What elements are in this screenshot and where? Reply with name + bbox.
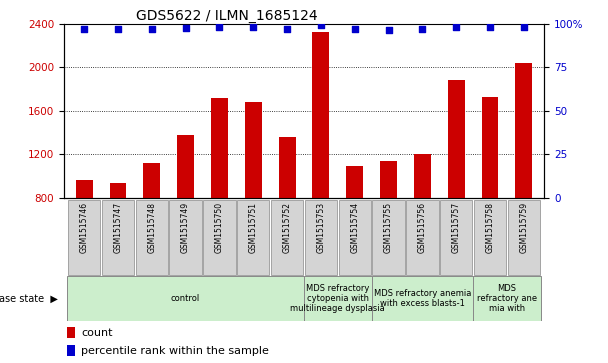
Bar xyxy=(143,163,161,198)
Point xyxy=(282,26,292,32)
Text: GSM1515746: GSM1515746 xyxy=(80,202,89,253)
Point xyxy=(249,24,258,30)
FancyBboxPatch shape xyxy=(440,200,472,275)
FancyBboxPatch shape xyxy=(170,200,202,275)
Bar xyxy=(75,180,92,198)
Text: MDS refractory
cytopenia with
multilineage dysplasia: MDS refractory cytopenia with multilinea… xyxy=(291,284,385,314)
FancyBboxPatch shape xyxy=(305,200,337,275)
Point xyxy=(519,24,529,30)
FancyBboxPatch shape xyxy=(68,200,100,275)
Bar xyxy=(380,161,397,198)
FancyBboxPatch shape xyxy=(473,276,541,321)
Text: GSM1515757: GSM1515757 xyxy=(452,202,461,253)
FancyBboxPatch shape xyxy=(406,200,438,275)
Text: GSM1515747: GSM1515747 xyxy=(114,202,122,253)
Text: percentile rank within the sample: percentile rank within the sample xyxy=(81,346,269,356)
Bar xyxy=(67,327,75,338)
Text: GSM1515758: GSM1515758 xyxy=(486,202,494,253)
Bar xyxy=(516,63,533,198)
Point xyxy=(316,23,326,28)
Text: MDS refractory anemia
with excess blasts-1: MDS refractory anemia with excess blasts… xyxy=(374,289,471,308)
Text: GSM1515756: GSM1515756 xyxy=(418,202,427,253)
Text: control: control xyxy=(171,294,200,303)
Point xyxy=(384,27,393,33)
Bar xyxy=(211,98,228,198)
FancyBboxPatch shape xyxy=(339,200,371,275)
FancyBboxPatch shape xyxy=(67,276,304,321)
FancyBboxPatch shape xyxy=(237,200,269,275)
Text: count: count xyxy=(81,327,112,338)
Bar xyxy=(278,137,295,198)
Text: GSM1515749: GSM1515749 xyxy=(181,202,190,253)
Text: GSM1515752: GSM1515752 xyxy=(283,202,292,253)
FancyBboxPatch shape xyxy=(304,276,371,321)
Point xyxy=(181,25,190,31)
Point xyxy=(451,24,461,30)
Bar xyxy=(482,97,499,198)
Bar xyxy=(313,32,330,198)
Point xyxy=(485,24,495,30)
Bar xyxy=(447,80,465,198)
Bar xyxy=(177,135,194,198)
Text: GSM1515751: GSM1515751 xyxy=(249,202,258,253)
FancyBboxPatch shape xyxy=(102,200,134,275)
Bar xyxy=(109,183,126,198)
Text: GSM1515754: GSM1515754 xyxy=(350,202,359,253)
Point xyxy=(350,26,359,32)
Text: GSM1515750: GSM1515750 xyxy=(215,202,224,253)
Text: disease state  ▶: disease state ▶ xyxy=(0,294,58,303)
Bar xyxy=(67,345,75,356)
FancyBboxPatch shape xyxy=(372,200,405,275)
FancyBboxPatch shape xyxy=(508,200,540,275)
Text: GSM1515759: GSM1515759 xyxy=(519,202,528,253)
Text: GSM1515753: GSM1515753 xyxy=(316,202,325,253)
Text: GDS5622 / ILMN_1685124: GDS5622 / ILMN_1685124 xyxy=(136,9,317,23)
FancyBboxPatch shape xyxy=(371,276,473,321)
Point xyxy=(113,26,123,32)
Point xyxy=(147,26,157,32)
Point xyxy=(215,24,224,30)
Text: GSM1515748: GSM1515748 xyxy=(147,202,156,253)
FancyBboxPatch shape xyxy=(474,200,506,275)
Point xyxy=(79,26,89,32)
FancyBboxPatch shape xyxy=(271,200,303,275)
Text: GSM1515755: GSM1515755 xyxy=(384,202,393,253)
Bar xyxy=(347,166,363,198)
Point xyxy=(418,26,427,32)
Bar xyxy=(245,102,261,198)
Text: MDS
refractory ane
mia with: MDS refractory ane mia with xyxy=(477,284,537,314)
Bar xyxy=(414,154,431,198)
FancyBboxPatch shape xyxy=(136,200,168,275)
FancyBboxPatch shape xyxy=(203,200,236,275)
